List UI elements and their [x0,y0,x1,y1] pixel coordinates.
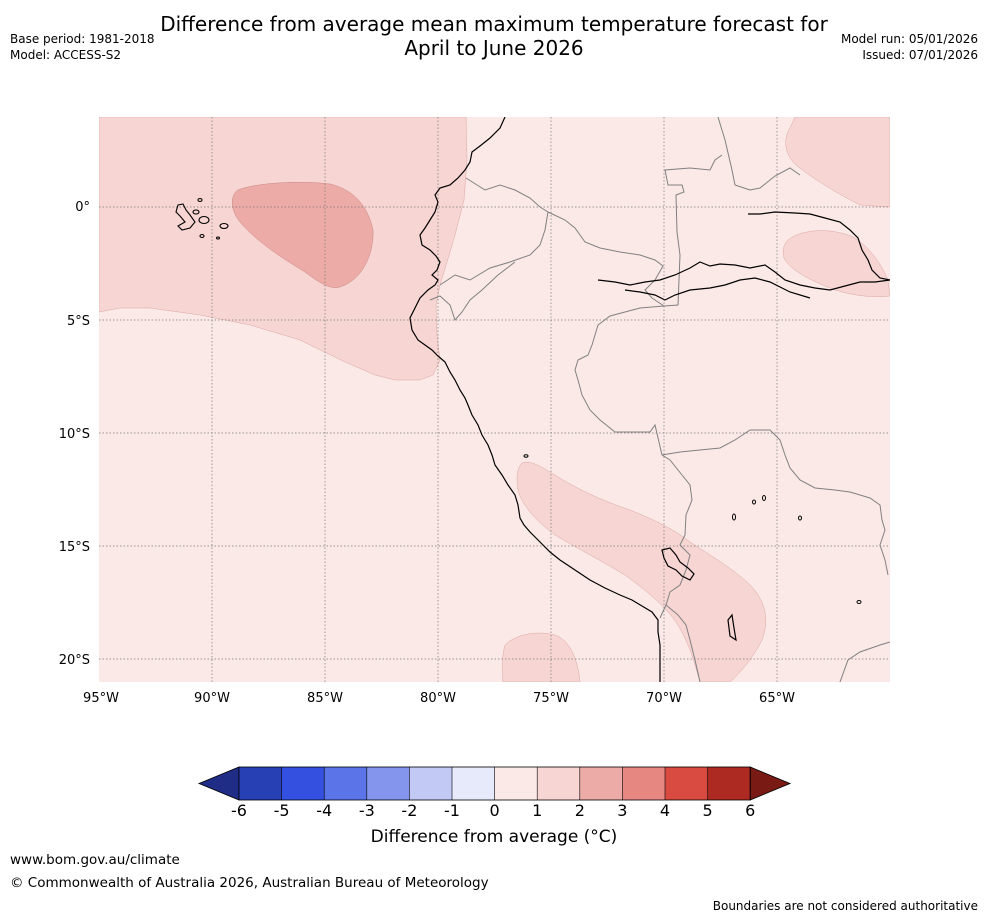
border-colombia-brazil [547,211,665,307]
cb-tick-m6: -6 [231,801,247,820]
cb-tick-0: 0 [490,801,500,820]
cb-tick-5: 5 [703,801,713,820]
border-colombia-inner [663,154,723,307]
country-borders [429,117,890,682]
colorbar-segment-4-5 [665,767,708,800]
anomaly-region-1-2-south [502,632,581,682]
cb-tick-m3: -3 [359,801,375,820]
meta-right: Model run: 05/01/2026 Issued: 07/01/2026 [841,31,978,63]
lon-label-90w: 90°W [194,691,230,706]
island-santiago [192,209,200,215]
island-espanola [215,236,221,240]
anomaly-region-1-2-northeast [785,117,890,208]
border-chile-bolivia [659,604,667,619]
colorbar-segment-2-3 [579,767,623,800]
cb-tick-4: 4 [660,801,670,820]
colorbar-segment-1-2 [537,767,580,800]
footer-disclaimer: Boundaries are not considered authoritat… [712,899,978,913]
lake-3 [762,495,766,501]
title-line-2: April to June 2026 [404,36,584,60]
border-bolivia-south [839,641,890,682]
map-title: Difference from average mean maximum tem… [0,12,988,60]
border-ecuador-peru [439,211,549,286]
colorbar-segment-3-4 [622,767,665,800]
colorbar-label: Difference from average (°C) [370,827,618,847]
lat-label-0: 0° [75,200,90,215]
colorbar-segment-m4-m3 [324,767,367,800]
border-brazil-bolivia [661,429,889,576]
colorbar-segment-m5-m4 [281,767,325,800]
coastline-amazon-mouth [597,261,890,291]
cb-tick-m4: -4 [316,801,332,820]
lat-label-20s: 20°S [59,653,90,668]
lon-label-80w: 80°W [420,691,456,706]
border-ecuador-peru-south [429,261,516,321]
coastline-amazon-south [624,277,811,301]
title-line-1: Difference from average mean maximum tem… [160,12,828,36]
border-colombia-ecuador [465,177,549,213]
lon-label-65w: 65°W [759,691,795,706]
island-san-cristobal [219,222,229,230]
coastline-caribbean [748,211,890,281]
footer-url: www.bom.gov.au/climate [10,852,180,868]
lake-1 [732,513,736,521]
footer-copyright: © Commonwealth of Australia 2026, Austra… [10,875,489,891]
island-isabela [175,203,196,231]
lon-label-85w: 85°W [307,691,343,706]
coastline-pacific [409,117,661,682]
colorbar-tick-labels: -6 -5 -4 -3 -2 -1 0 1 2 3 4 5 6 [231,801,755,820]
colorbar-segment-m2-m1 [409,767,452,800]
anomaly-region-2-3 [232,181,374,288]
map-area [99,117,890,682]
anomaly-region-1-2-amazon [782,230,890,297]
lon-label-95w: 95°W [83,691,119,706]
cb-tick-6: 6 [745,801,755,820]
cb-tick-m1: -1 [444,801,460,820]
border-peru-brazil [574,305,665,456]
island-santa-cruz [198,215,210,225]
base-period: Base period: 1981-2018 [10,32,155,46]
meta-left: Base period: 1981-2018 Model: ACCESS-S2 [10,31,155,63]
colorbar: -6 -5 -4 -3 -2 -1 0 1 2 3 4 5 6 [197,766,792,820]
border-colombia-venezuela [717,117,801,191]
island-floreana [199,233,205,239]
colorbar-segment-5-6 [707,767,751,800]
cb-tick-1: 1 [532,801,542,820]
lake-6 [523,454,529,458]
lake-2 [752,499,756,505]
colorbar-segment-0-1 [494,767,538,800]
lat-label-5s: 5°S [67,314,90,329]
anomaly-region-1-2-altiplano [516,462,766,682]
colorbar-arrow-low [197,766,240,801]
lake-5 [856,600,862,604]
longitude-labels: 95°W 90°W 85°W 80°W 75°W 70°W 65°W [83,691,795,706]
coastline-lake-titicaca [661,547,695,581]
lake-4 [798,515,802,521]
cb-tick-m5: -5 [274,801,290,820]
colorbar-segment-m1-0 [452,767,495,800]
colorbar-segment-m3-m2 [366,767,410,800]
cb-tick-2: 2 [575,801,585,820]
latitude-labels: 0° 5°S 10°S 15°S 20°S [59,200,90,668]
colorbar-segment-m6-m5 [239,767,282,800]
lon-label-75w: 75°W [533,691,569,706]
cb-tick-m2: -2 [401,801,417,820]
galapagos-islands [175,197,229,240]
colorbar-dividers [281,767,708,800]
lat-label-15s: 15°S [59,540,90,555]
coastline-lake-poopo [727,613,737,642]
issued-date: Issued: 07/01/2026 [862,48,978,62]
inland-lakes [523,454,862,604]
coastlines [409,117,890,682]
cb-tick-3: 3 [617,801,627,820]
colorbar-arrow-high [749,766,792,801]
lat-label-10s: 10°S [59,427,90,442]
model-run-date: Model run: 05/01/2026 [840,32,978,46]
model-name: Model: ACCESS-S2 [10,48,122,62]
border-peru-bolivia [661,454,701,682]
island-marchena [197,197,203,203]
graticule [99,117,890,682]
lon-label-70w: 70°W [646,691,682,706]
